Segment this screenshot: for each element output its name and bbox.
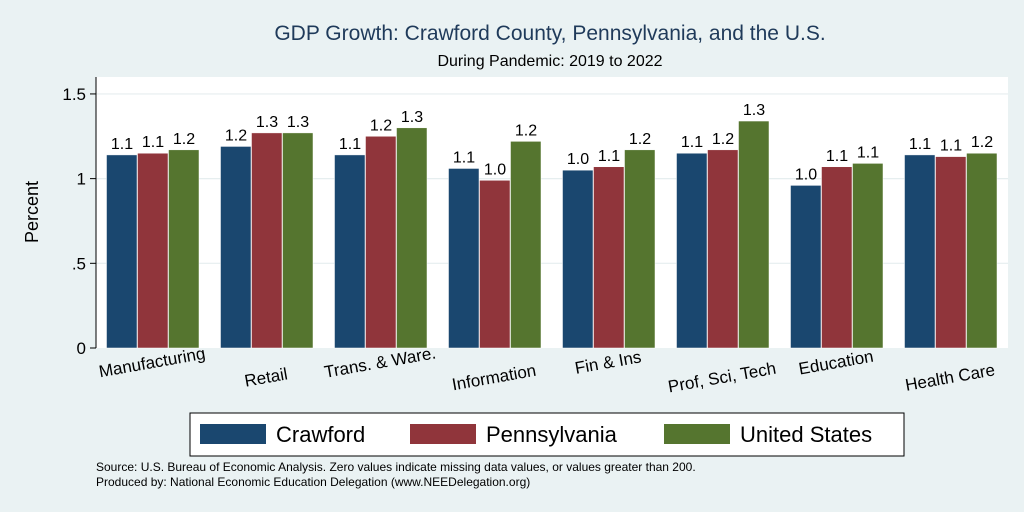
bar [282,132,314,349]
data-label: 1.1 [681,134,703,151]
y-axis-label: Percent [22,181,42,243]
legend-box [189,412,905,457]
bar [935,156,967,349]
data-label: 1.3 [287,114,309,131]
data-label: 1.0 [795,166,817,183]
legend-entry: Crawford [276,422,365,447]
data-label: 1.1 [339,136,361,153]
data-label: 1.2 [225,127,247,144]
data-label: 1.2 [370,117,392,134]
bar [106,154,138,349]
data-label: 1.0 [567,151,589,168]
bar [137,152,169,349]
bar [707,149,739,349]
data-label: 1.2 [173,131,195,148]
legend-entry: Pennsylvania [486,422,618,447]
source-note: Source: U.S. Bureau of Economic Analysis… [96,460,696,474]
data-label: 1.1 [598,148,620,165]
y-tick-label: .5 [72,254,86,273]
bar [510,141,542,349]
chart-subtitle: During Pandemic: 2019 to 2022 [437,53,662,70]
bar [676,152,708,349]
bar [562,169,594,349]
category-label: Fin & Ins [573,347,642,377]
category-label: Health Care [904,360,997,394]
data-label: 1.1 [909,136,931,153]
bar [821,166,853,349]
bars [106,120,998,349]
y-tick-label: 0 [77,339,86,358]
producer-note: Produced by: National Economic Education… [96,475,530,489]
y-tick-label: 1 [77,170,86,189]
legend: Crawford Pennsylvania United States [200,422,872,447]
category-label: Retail [243,364,289,390]
y-axis-ticks: 0 .5 1 1.5 [62,85,96,358]
data-label: 1.2 [515,122,537,139]
bar [220,146,252,349]
data-label: 1.0 [484,161,506,178]
data-label: 1.1 [940,138,962,155]
bar [966,152,998,349]
category-label: Prof, Sci, Tech [667,359,778,397]
data-label: 1.3 [743,102,765,119]
data-label: 1.1 [826,148,848,165]
bar [396,127,428,349]
bar [448,168,480,349]
category-label: Information [451,361,538,394]
legend-swatch [200,424,266,444]
category-label: Education [797,347,875,379]
data-label: 1.3 [256,114,278,131]
bar [479,180,511,349]
data-label: 1.1 [111,136,133,153]
data-label: 1.3 [401,109,423,126]
bar [168,149,200,349]
bar [624,149,656,349]
bar [334,154,366,349]
data-label: 1.2 [629,131,651,148]
bar [593,166,625,349]
data-label: 1.1 [142,134,164,151]
y-tick-label: 1.5 [62,85,86,104]
bar [790,185,822,349]
category-label: Manufacturing [97,344,206,381]
bar [738,120,770,349]
legend-swatch [410,424,476,444]
legend-entry: United States [740,422,872,447]
category-labels: Manufacturing Retail Trans. & Ware. Informa… [97,343,996,396]
data-label: 1.1 [453,149,475,166]
bar [852,163,884,349]
data-label: 1.2 [712,131,734,148]
data-label: 1.1 [857,144,879,161]
bar [365,136,397,349]
chart-title: GDP Growth: Crawford County, Pennsylvani… [274,22,825,45]
bar [251,132,283,349]
data-label: 1.2 [971,134,993,151]
data-labels: 1.1 1.1 1.2 1.2 1.3 1.3 1.1 1.2 1.3 1.1 1.0 1.2 1.0 1… [111,102,993,183]
legend-swatch [664,424,730,444]
bar [904,154,936,349]
category-label: Trans. & Ware. [323,343,438,381]
